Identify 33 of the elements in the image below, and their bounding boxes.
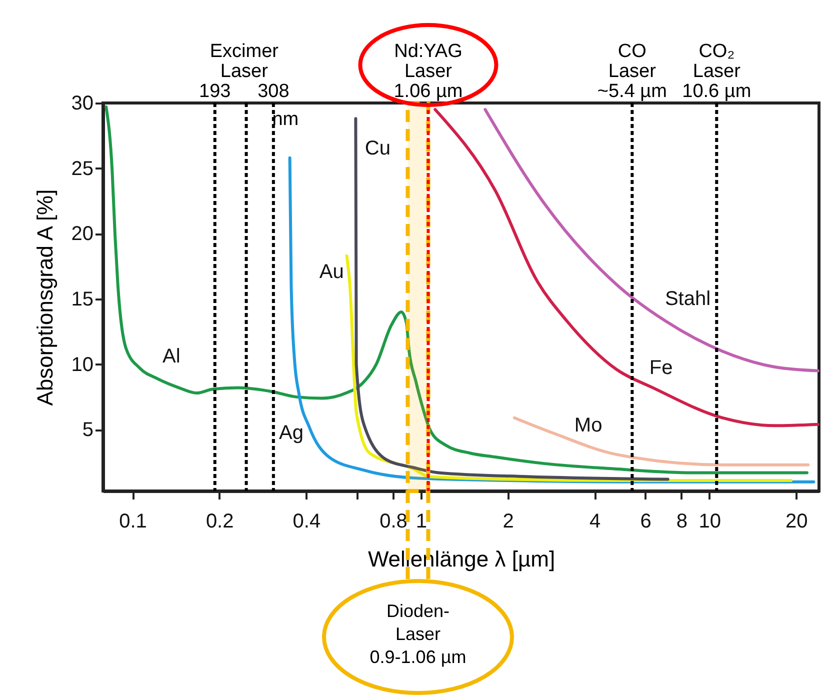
ref-line-label: Nd:YAG Laser 1.06 µm bbox=[394, 41, 463, 102]
ref-line-label: CO₂ Laser 10.6 µm bbox=[682, 41, 752, 102]
series-label: Cu bbox=[364, 138, 390, 160]
x-tick-label: 10 bbox=[698, 510, 721, 532]
series-label: Fe bbox=[649, 356, 673, 379]
y-tick-label: 25 bbox=[71, 158, 94, 180]
ref-line-label: CO Laser ~5.4 µm bbox=[597, 41, 667, 102]
y-tick-label: 30 bbox=[71, 92, 94, 114]
x-tick-label: 0.8 bbox=[380, 510, 408, 532]
x-tick-label: 0.2 bbox=[206, 510, 234, 532]
y-tick-label: 15 bbox=[71, 288, 94, 310]
y-tick-label: 5 bbox=[82, 419, 94, 442]
band-label: Dioden- Laser 0.9-1.06 µm bbox=[370, 601, 466, 667]
series-label: Al bbox=[162, 346, 180, 368]
text: Excimer Laser bbox=[210, 41, 280, 82]
x-tick-label: 2 bbox=[502, 510, 514, 532]
x-tick-label: 4 bbox=[590, 510, 601, 532]
series-label: Au bbox=[319, 260, 344, 283]
series-label: Ag bbox=[279, 422, 304, 444]
x-tick-label: 8 bbox=[676, 510, 688, 532]
x-tick-label: 1 bbox=[416, 510, 427, 532]
x-tick-label: 0.4 bbox=[292, 510, 321, 532]
y-axis-title: Absorptionsgrad A [%] bbox=[32, 189, 58, 406]
series-label: Mo bbox=[574, 414, 602, 437]
x-axis-title: Wellenlänge λ [µm] bbox=[368, 546, 556, 572]
y-tick-label: 20 bbox=[71, 223, 94, 246]
x-tick-label: 6 bbox=[640, 510, 652, 532]
ref-line-label: 308 bbox=[258, 81, 290, 102]
series-label: Stahl bbox=[664, 288, 711, 310]
ref-line-label: 193 bbox=[199, 81, 231, 102]
x-tick-label: 20 bbox=[786, 510, 808, 532]
y-tick-label: 10 bbox=[71, 354, 94, 376]
x-tick-label: 0.1 bbox=[119, 510, 147, 532]
